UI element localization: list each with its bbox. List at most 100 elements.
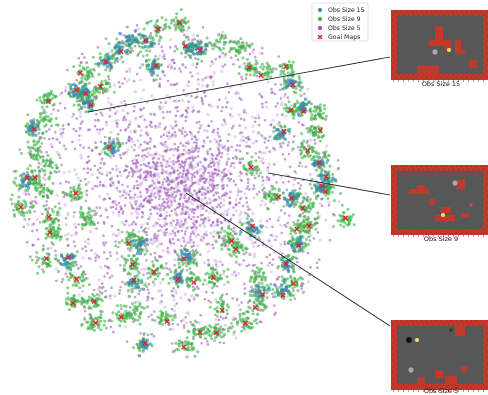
- obs5-point: [146, 276, 150, 280]
- obs5-point: [49, 142, 53, 147]
- obs9-point: [104, 295, 108, 299]
- obs5-point: [169, 242, 173, 245]
- obs9-point: [203, 337, 207, 341]
- obs5-point: [121, 210, 125, 213]
- obs15-point: [259, 224, 263, 228]
- obs9-point: [22, 199, 26, 203]
- obs5-point: [179, 180, 182, 184]
- obs15-point: [59, 254, 64, 258]
- obs5-point: [88, 230, 93, 234]
- obs5-point: [127, 174, 130, 177]
- obs9-point: [90, 317, 94, 321]
- obs5-point: [89, 168, 92, 171]
- obs5-point: [147, 200, 150, 204]
- obs5-point: [84, 249, 88, 253]
- obs15-point: [66, 266, 70, 270]
- obs9-point: [96, 303, 99, 307]
- obs9-point: [49, 124, 53, 128]
- obs9-point: [65, 237, 69, 241]
- obs5-point: [178, 198, 182, 201]
- obs5-point: [168, 148, 172, 152]
- obs5-point: [71, 115, 75, 119]
- obs5-point: [79, 61, 83, 64]
- obs5-point: [201, 102, 205, 106]
- obs5-point: [178, 225, 182, 228]
- obs9-point: [172, 314, 175, 318]
- obs5-point: [150, 192, 153, 195]
- obs9-point: [196, 34, 200, 38]
- obs9-point: [316, 133, 320, 137]
- obs5-point: [174, 120, 177, 123]
- obs5-point: [168, 214, 172, 217]
- obs5-point: [299, 184, 303, 187]
- obs5-point: [192, 232, 196, 235]
- obs5-point: [104, 241, 108, 244]
- obs5-point: [184, 55, 187, 59]
- obs9-point: [32, 118, 36, 121]
- obs9-point: [65, 275, 69, 279]
- obs5-point: [279, 83, 283, 86]
- obs5-point: [209, 199, 213, 203]
- obs5-point: [146, 170, 149, 173]
- obs5-point: [87, 128, 90, 132]
- obs5-point: [129, 196, 132, 199]
- obs5-point: [184, 144, 188, 149]
- obs5-point: [271, 90, 274, 94]
- obs9-point: [255, 321, 259, 325]
- obs9-point: [232, 40, 236, 44]
- obs5-point: [165, 214, 168, 218]
- obs5-point: [287, 180, 290, 183]
- obs5-point: [218, 341, 222, 344]
- obs5-point: [31, 229, 34, 233]
- obs5-point: [61, 131, 65, 134]
- obs5-point: [183, 175, 188, 179]
- obs9-point: [159, 309, 163, 313]
- obs15-point: [280, 288, 284, 293]
- obs9-point: [181, 25, 185, 28]
- obs5-point: [164, 206, 167, 209]
- obs9-point: [211, 47, 215, 51]
- obs5-point: [158, 254, 161, 258]
- obs5-point: [240, 179, 243, 182]
- obs9-point: [138, 50, 142, 54]
- obs5-point: [144, 247, 148, 251]
- obs5-point: [94, 119, 97, 122]
- obs9-point: [57, 235, 61, 239]
- obs5-point: [230, 273, 234, 277]
- obs5-point: [173, 190, 177, 194]
- obs5-point: [206, 152, 210, 156]
- obs5-point: [274, 311, 277, 315]
- obs5-point: [79, 179, 82, 183]
- obs9-point: [192, 346, 196, 350]
- obs5-point: [280, 231, 284, 235]
- obs5-point: [196, 207, 200, 211]
- obs5-point: [278, 142, 282, 146]
- obs5-point: [132, 320, 135, 324]
- obs5-point: [152, 283, 157, 287]
- obs9-point: [39, 118, 43, 122]
- obs5-point: [242, 118, 246, 121]
- obs9-point: [251, 219, 255, 223]
- obs9-point: [58, 206, 62, 210]
- obs5-point: [160, 171, 164, 175]
- obs9-point: [204, 42, 208, 46]
- obs5-point: [213, 223, 217, 227]
- obs5-point: [268, 135, 272, 138]
- obs5-point: [267, 162, 271, 166]
- obs9-point: [41, 244, 45, 248]
- obs9-point: [133, 311, 137, 315]
- obs9-point: [293, 102, 297, 106]
- obs5-point: [130, 290, 134, 293]
- obs5-point: [201, 164, 205, 168]
- obs5-point: [54, 130, 57, 134]
- obs5-point: [239, 263, 243, 267]
- obs5-point: [211, 243, 214, 247]
- obs5-point: [242, 111, 246, 114]
- obs9-point: [135, 258, 139, 262]
- obs15-point: [319, 177, 324, 181]
- obs5-point: [153, 223, 157, 227]
- obs5-point: [125, 191, 129, 195]
- obs9-point: [298, 223, 302, 227]
- obs5-point: [107, 100, 111, 104]
- obs5-point: [203, 159, 207, 162]
